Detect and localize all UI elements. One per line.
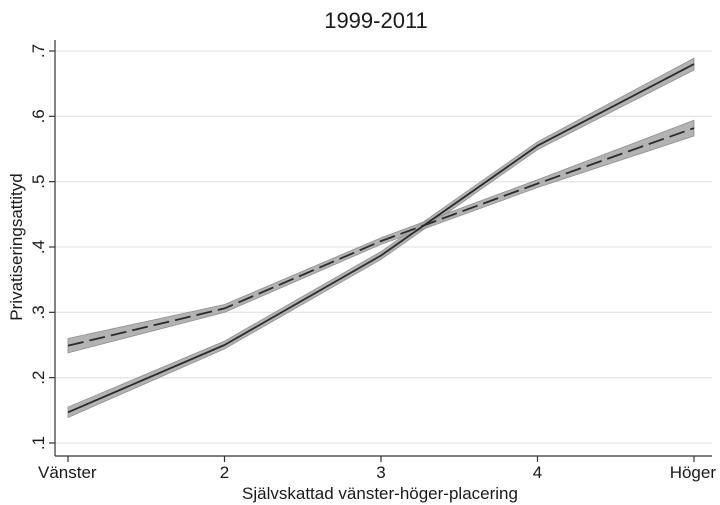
chart-title: 1999-2011 (324, 8, 428, 33)
confidence-bands (67, 57, 695, 419)
axes (49, 40, 712, 462)
y-tick-label: .2 (29, 371, 48, 385)
y-tick-label: .4 (29, 240, 48, 254)
y-tick-label: .3 (29, 305, 48, 319)
y-tick-label: .6 (29, 109, 48, 123)
x-tick-label: 3 (376, 463, 385, 482)
x-axis-label: Självskattad vänster-höger-placering (242, 484, 518, 503)
series-lines (67, 63, 695, 414)
y-tick-label: .5 (29, 175, 48, 189)
series-line-1 (67, 63, 695, 414)
x-tick-label: Vänster (38, 463, 97, 482)
confidence-band-2 (67, 119, 695, 354)
y-tick-label: .1 (29, 436, 48, 450)
x-tick-label: 2 (220, 463, 229, 482)
x-tick-label: 4 (533, 463, 542, 482)
series-line-2 (67, 127, 695, 347)
y-tick-label: .7 (29, 44, 48, 58)
confidence-band-1 (67, 57, 695, 419)
tick-labels: .1 .2 .3 .4 .5 .6 .7 Vänster 2 3 4 Höger (29, 44, 716, 482)
y-axis-label: Privatiseringsattityd (7, 173, 26, 320)
x-tick-label: Höger (670, 463, 717, 482)
